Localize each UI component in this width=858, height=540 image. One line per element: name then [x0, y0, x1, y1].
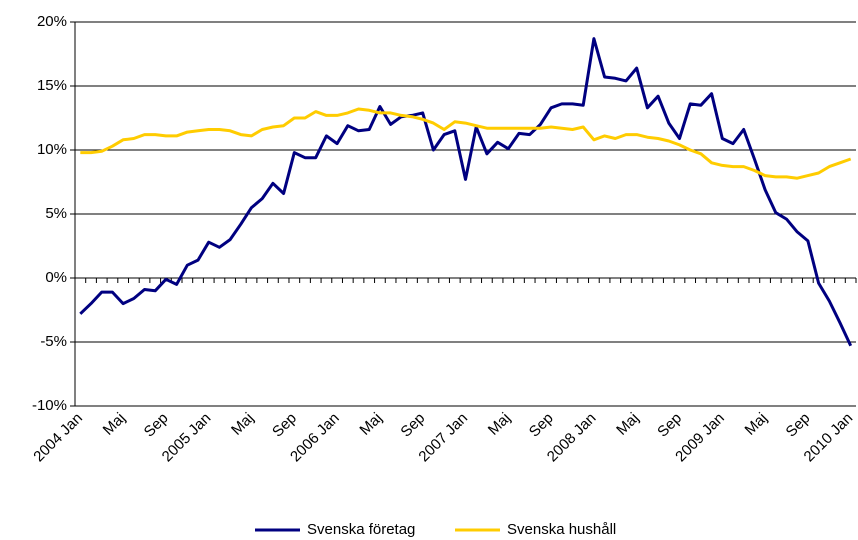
x-tick-label: Maj: [100, 410, 129, 439]
y-tick-label: 10%: [37, 141, 67, 158]
series-line: [79, 37, 853, 347]
x-tick-label: Maj: [356, 410, 385, 439]
y-tick-label: 0%: [45, 269, 67, 286]
x-tick-label: 2004 Jan: [30, 410, 86, 466]
y-tick-label: -10%: [32, 397, 67, 414]
y-tick-label: -5%: [40, 333, 67, 350]
series-line: [80, 107, 852, 180]
x-tick-label: Maj: [485, 410, 514, 439]
y-tick-label: 20%: [37, 13, 67, 30]
x-tick-label: Maj: [742, 410, 771, 439]
x-tick-label: Sep: [526, 410, 557, 441]
x-tick-label: Sep: [654, 410, 685, 441]
legend-label: Svenska företag: [307, 521, 415, 538]
x-tick-label: Maj: [228, 410, 257, 439]
x-tick-label: Sep: [141, 410, 172, 441]
x-tick-label: Sep: [397, 410, 428, 441]
y-tick-label: 5%: [45, 205, 67, 222]
y-tick-label: 15%: [37, 77, 67, 94]
x-tick-label: Sep: [783, 410, 814, 441]
x-tick-label: Sep: [269, 410, 300, 441]
legend-label: Svenska hushåll: [507, 521, 616, 538]
x-tick-label: Maj: [613, 410, 642, 439]
